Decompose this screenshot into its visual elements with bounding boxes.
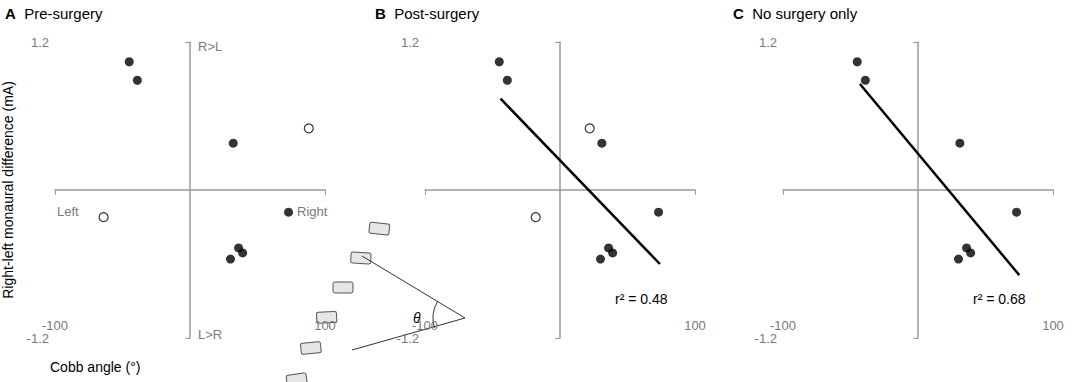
svg-text:-1.2: -1.2 — [754, 330, 777, 346]
svg-text:100: 100 — [684, 318, 706, 333]
svg-text:-100: -100 — [770, 318, 796, 333]
svg-text:Pre-surgery: Pre-surgery — [16, 5, 103, 22]
svg-text:No surgery only: No surgery only — [744, 5, 858, 22]
svg-text:1.2: 1.2 — [401, 35, 419, 50]
svg-text:A: A — [5, 5, 16, 22]
svg-text:R>L: R>L — [198, 39, 222, 54]
svg-text:Cobb angle (°): Cobb angle (°) — [50, 359, 140, 375]
svg-text:1.2: 1.2 — [759, 35, 777, 50]
svg-text:-100: -100 — [42, 318, 68, 333]
svg-text:B: B — [375, 5, 386, 22]
svg-text:L>R: L>R — [198, 327, 222, 342]
svg-text:100: 100 — [314, 318, 336, 333]
svg-text:-100: -100 — [412, 318, 438, 333]
svg-text:r² = 0.68: r² = 0.68 — [973, 291, 1026, 307]
svg-text:Post-surgery: Post-surgery — [386, 5, 480, 22]
svg-text:Left: Left — [57, 204, 79, 219]
svg-text:-1.2: -1.2 — [396, 330, 419, 346]
svg-text:C: C — [733, 5, 744, 22]
svg-text:Right-left monaural difference: Right-left monaural difference (mA) — [0, 81, 16, 299]
svg-text:1.2: 1.2 — [31, 35, 49, 50]
svg-text:100: 100 — [1042, 318, 1064, 333]
svg-text:Right: Right — [297, 204, 328, 219]
svg-text:r² = 0.48: r² = 0.48 — [615, 291, 668, 307]
svg-text:-1.2: -1.2 — [26, 330, 49, 346]
